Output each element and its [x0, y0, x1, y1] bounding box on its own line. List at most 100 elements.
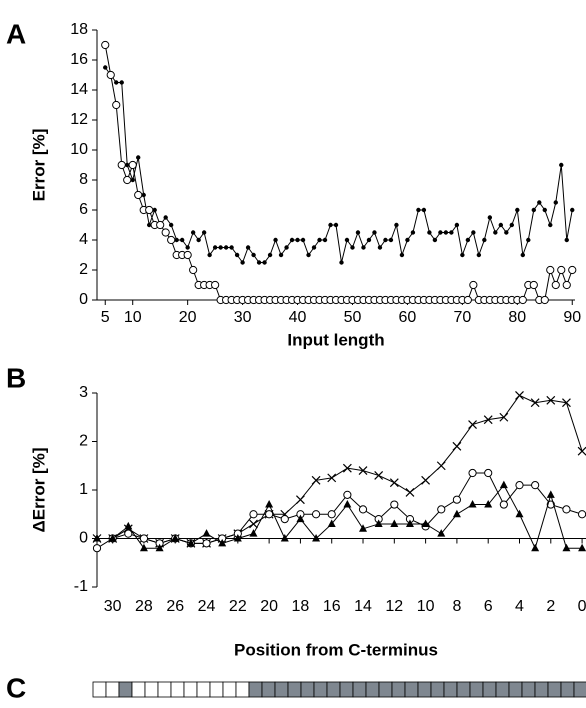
point	[327, 519, 336, 527]
point	[394, 222, 399, 228]
point	[106, 70, 115, 80]
strip-cell	[456, 681, 471, 698]
point	[436, 461, 446, 471]
point	[526, 237, 531, 243]
point	[531, 207, 536, 213]
point	[504, 230, 509, 235]
point	[306, 252, 311, 258]
point	[515, 509, 524, 518]
point	[93, 534, 101, 542]
point	[234, 252, 240, 258]
x-tick-label: 6	[484, 598, 493, 615]
point	[300, 237, 306, 243]
strip-cell	[274, 681, 289, 698]
point	[296, 514, 305, 523]
point	[92, 544, 102, 553]
strip-cell	[235, 681, 250, 698]
point	[186, 538, 195, 547]
x-tick-label: 22	[229, 598, 247, 615]
point	[564, 237, 569, 243]
strip-cell	[326, 681, 341, 698]
x-tick-label: 26	[166, 598, 184, 615]
point	[515, 391, 524, 400]
strip-cell	[573, 681, 586, 698]
point	[124, 521, 133, 530]
point	[530, 398, 540, 408]
point	[141, 192, 146, 198]
x-tick-label: 10	[124, 309, 142, 326]
point	[190, 230, 196, 235]
point	[553, 200, 558, 205]
point	[256, 260, 262, 265]
strip-cell	[352, 681, 367, 698]
point	[327, 473, 337, 483]
strip-cell	[144, 681, 159, 698]
point	[468, 500, 477, 508]
point	[468, 468, 477, 478]
point	[548, 222, 553, 228]
x-tick-label: 12	[385, 598, 403, 615]
point	[207, 252, 212, 258]
point	[482, 237, 487, 243]
strip-cell	[469, 681, 484, 698]
point	[518, 295, 527, 305]
strip-cell	[365, 681, 380, 698]
point	[578, 543, 586, 552]
x-tick-label: 20	[179, 309, 197, 326]
point	[377, 245, 383, 250]
point	[245, 245, 251, 250]
point	[438, 230, 443, 235]
strip-cell	[339, 681, 354, 698]
strip-cell	[391, 681, 406, 698]
point	[562, 543, 571, 552]
panel-label: C	[6, 672, 26, 703]
point	[499, 412, 509, 422]
point	[359, 524, 368, 532]
strip-cell	[157, 681, 172, 698]
point	[465, 237, 471, 243]
point	[551, 280, 560, 290]
point	[374, 519, 383, 527]
point	[311, 245, 317, 250]
point	[405, 519, 414, 527]
point	[249, 510, 258, 519]
strip-cell	[378, 681, 393, 698]
point	[185, 245, 190, 250]
point	[189, 265, 198, 275]
point	[390, 519, 399, 527]
point	[540, 295, 549, 305]
point	[437, 505, 446, 514]
point	[161, 228, 170, 237]
point	[562, 398, 571, 408]
point	[311, 510, 321, 519]
y-tick-label: 14	[70, 81, 88, 98]
point	[487, 215, 493, 220]
x-tick-label: 8	[452, 598, 461, 615]
strip-cell	[209, 681, 224, 698]
y-tick-label: 18	[70, 21, 88, 38]
point	[145, 205, 154, 215]
point	[355, 230, 361, 235]
point	[562, 280, 571, 290]
point	[557, 265, 566, 275]
point	[529, 280, 538, 290]
point	[265, 510, 274, 519]
point	[471, 230, 476, 235]
point	[117, 160, 126, 170]
point	[405, 237, 410, 243]
x-tick-label: 50	[344, 309, 362, 326]
point	[452, 509, 461, 518]
point	[218, 538, 227, 547]
point	[328, 222, 333, 228]
strip-cell	[131, 681, 146, 698]
point	[366, 237, 372, 243]
point	[265, 500, 274, 508]
point	[322, 237, 328, 243]
panel-label: B	[6, 362, 26, 393]
point	[152, 207, 157, 213]
point	[114, 80, 119, 85]
point	[278, 252, 284, 258]
point	[112, 100, 121, 110]
strip-cell	[521, 681, 536, 698]
y-tick-label: 2	[79, 261, 88, 278]
